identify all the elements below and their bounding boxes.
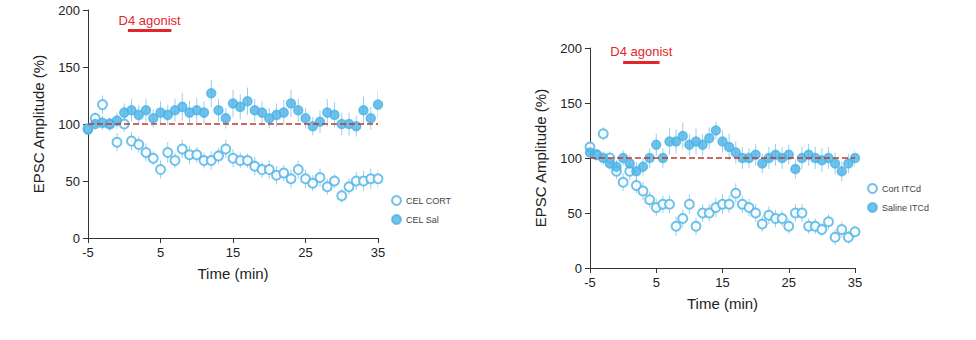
svg-text:200: 200 xyxy=(58,3,80,18)
svg-text:25: 25 xyxy=(782,275,796,290)
svg-text:0: 0 xyxy=(73,231,80,246)
svg-text:50: 50 xyxy=(568,206,582,221)
svg-text:100: 100 xyxy=(560,151,582,166)
svg-text:Cort ITCd: Cort ITCd xyxy=(882,184,921,194)
svg-text:200: 200 xyxy=(560,41,582,56)
svg-text:EPSC Amplitude (%): EPSC Amplitude (%) xyxy=(30,55,47,193)
svg-text:25: 25 xyxy=(298,245,312,260)
svg-text:CEL CORT: CEL CORT xyxy=(406,196,452,206)
svg-text:Time (min): Time (min) xyxy=(197,265,268,282)
svg-text:150: 150 xyxy=(560,96,582,111)
svg-text:5: 5 xyxy=(653,275,660,290)
svg-text:35: 35 xyxy=(848,275,862,290)
svg-text:EPSC Amplitude (%): EPSC Amplitude (%) xyxy=(532,89,549,227)
svg-text:-5: -5 xyxy=(584,275,596,290)
svg-text:Saline ITCd: Saline ITCd xyxy=(882,203,929,213)
svg-text:15: 15 xyxy=(226,245,240,260)
svg-text:0: 0 xyxy=(575,261,582,276)
svg-text:5: 5 xyxy=(157,245,164,260)
svg-text:15: 15 xyxy=(715,275,729,290)
svg-text:D4 agonist: D4 agonist xyxy=(610,44,673,59)
svg-text:50: 50 xyxy=(66,174,80,189)
svg-text:CEL Sal: CEL Sal xyxy=(406,215,439,225)
svg-text:100: 100 xyxy=(58,117,80,132)
svg-text:-5: -5 xyxy=(82,245,94,260)
svg-text:D4 agonist: D4 agonist xyxy=(119,13,182,28)
svg-text:Time (min): Time (min) xyxy=(687,295,758,312)
svg-text:150: 150 xyxy=(58,60,80,75)
svg-text:35: 35 xyxy=(371,245,385,260)
